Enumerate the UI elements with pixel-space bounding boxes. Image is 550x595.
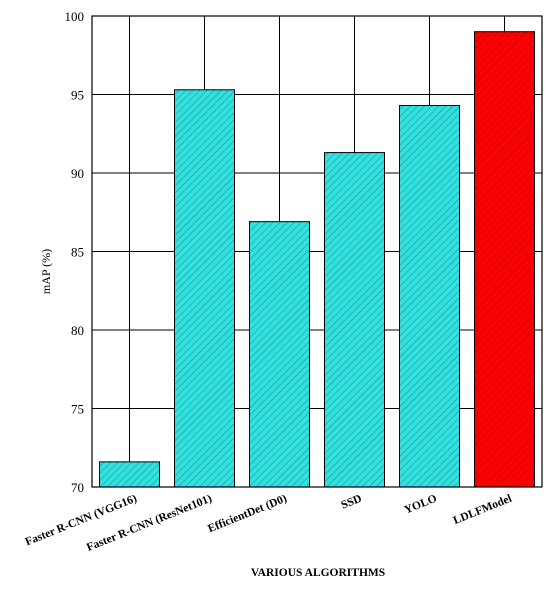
bar-yolo [399, 104, 460, 488]
x-tick-label: Faster R-CNN (ResNet101) [85, 493, 214, 554]
x-tick-label: LDLFModel [452, 493, 514, 527]
bar-faster-r-cnn-vgg16 [99, 461, 160, 488]
x-tick-label: EfficientDet (D0) [206, 493, 289, 536]
bar-ssd [324, 152, 385, 488]
x-tick-label: YOLO [403, 493, 439, 517]
y-tick-label: 90 [71, 166, 84, 181]
bar-ldlfmodel [474, 31, 535, 488]
y-tick-label: 80 [71, 323, 84, 338]
bars [99, 31, 535, 488]
x-axis-title: VARIOUS ALGORITHMS [251, 567, 385, 579]
y-tick-label: 95 [71, 88, 84, 103]
y-tick-label: 85 [71, 245, 84, 260]
bar-faster-r-cnn-resnet101 [174, 89, 235, 488]
axes [91, 15, 543, 488]
x-tick-labels: Faster R-CNN (VGG16)Faster R-CNN (ResNet… [24, 493, 514, 554]
bar-efficientdet-d0 [249, 221, 310, 488]
y-tick-labels: 70 75 80 85 90 95 100 [65, 9, 85, 495]
x-tick-label: SSD [340, 493, 364, 512]
y-axis-title: mAP (%) [39, 249, 53, 294]
y-tick-label: 70 [71, 480, 84, 495]
y-tick-label: 75 [71, 402, 84, 417]
y-tick-label: 100 [65, 9, 85, 24]
